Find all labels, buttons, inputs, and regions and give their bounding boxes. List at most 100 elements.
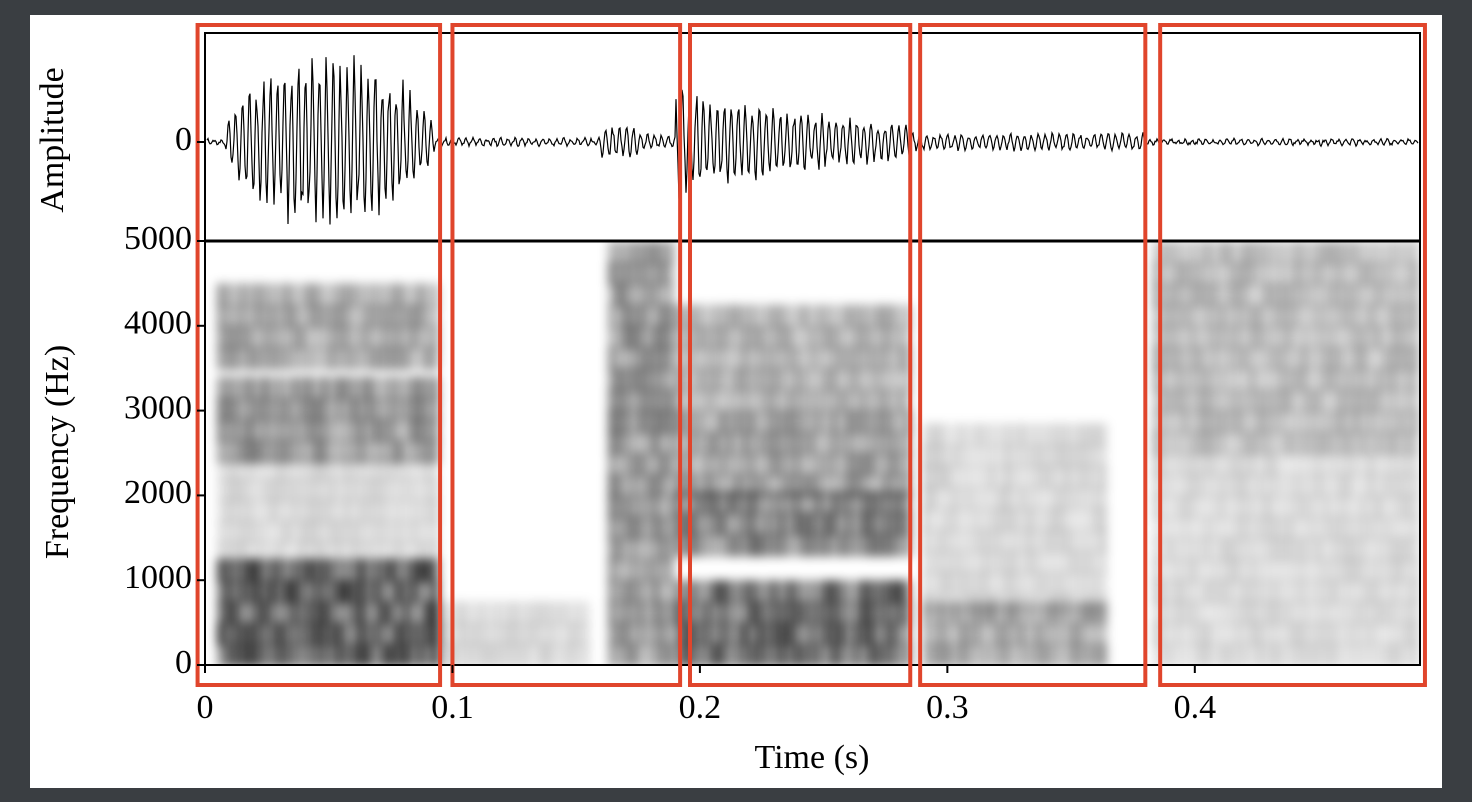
spectrogram-cell [1204,537,1211,561]
spectrogram-cell [232,440,239,464]
spectrogram-cell [299,325,306,349]
spectrogram-cell [1360,241,1367,265]
spectrogram-cell [1100,486,1107,511]
spectrogram-cell [853,389,860,413]
spectrogram-cell [1100,508,1107,532]
spectrogram-cell [793,325,800,349]
spectrogram-cell [1152,368,1159,392]
spectrogram-cell [432,440,439,464]
spectrogram-cell [660,537,667,561]
spectrogram-cell [410,440,417,464]
spectrogram-cell [944,592,951,617]
spectrogram-cell [358,440,365,464]
spectrogram-cell [1160,516,1167,540]
spectrogram-cell [442,622,449,646]
spectrogram-cell [1212,262,1219,286]
spectrogram-cell [395,419,402,443]
spectrogram-cell [890,389,897,413]
spectrogram-cell [638,283,645,307]
spectrogram-cell [313,580,320,604]
spectrogram-cell [779,453,786,477]
spectrogram-cell [630,431,637,455]
spectrogram-cell [350,622,357,646]
spectrogram-cell [509,622,516,646]
spectrogram-cell [291,520,298,545]
spectrogram-cell [741,533,748,557]
spectrogram-cell [1063,508,1070,532]
spectrogram-cell [1338,241,1345,265]
spectrogram-cell [623,601,630,625]
spectrogram-cell [1234,601,1241,625]
spectrogram-cell [727,304,734,328]
spectrogram-cell [1271,643,1278,665]
spectrogram-cell [1204,368,1211,392]
spectrogram-cell [704,325,711,349]
spectrogram-cell [402,347,409,371]
spectrogram-cell [1212,431,1219,455]
spectrogram-cell [1323,474,1330,498]
spectrogram-cell [793,368,800,392]
spectrogram-cell [1375,537,1382,561]
spectrogram-cell [974,571,981,595]
spectrogram-cell [269,580,276,604]
spectrogram-cell [1412,474,1419,498]
spectrogram-cell [217,325,224,349]
spectrogram-cell [269,347,276,371]
x-tick-label: 0.4 [1174,689,1217,726]
spectrogram-cell [1249,559,1256,583]
spectrogram-cell [831,431,838,455]
spectrogram-cell [1234,559,1241,583]
spectrogram-cell [402,643,409,665]
spectrogram-cell [1353,495,1360,519]
spectrogram-cell [1056,508,1063,532]
spectrogram-cell [719,347,726,371]
spectrogram-cell [343,499,350,523]
spectrogram-cell [388,499,395,523]
spectrogram-cell [779,622,786,646]
spectrogram-cell [1256,516,1263,540]
spectrogram-cell [306,478,313,502]
spectrogram-cell [313,325,320,349]
spectrogram-cell [734,580,741,604]
spectrogram-cell [959,571,966,595]
spectrogram-cell [1078,571,1085,595]
spectrogram-cell [1382,368,1389,392]
spectrogram-cell [922,592,929,617]
spectrogram-cell [1278,643,1285,665]
spectrogram-cell [831,410,838,434]
spectrogram-cell [299,580,306,604]
spectrogram-cell [937,643,944,665]
spectrogram-cell [247,622,254,646]
spectrogram-cell [232,601,239,625]
spectrogram-cell [623,262,630,286]
spectrogram-cell [1241,643,1248,665]
spectrogram-cell [350,643,357,665]
spectrogram-cell [630,347,637,371]
spectrogram-cell [365,559,372,583]
spectrogram-cell [247,397,254,422]
spectrogram-cell [719,389,726,413]
spectrogram-cell [432,499,439,523]
spectrogram-cell [1316,241,1323,265]
spectrogram-cell [1293,495,1300,519]
spectrogram-cell [1397,262,1404,286]
spectrogram-cell [1286,495,1293,519]
spectrogram-cell [660,622,667,646]
spectrogram-cell [417,325,424,349]
spectrogram-cell [1405,474,1412,498]
spectrogram-cell [771,491,778,515]
spectrogram-cell [388,440,395,464]
spectrogram-cell [217,601,224,625]
spectrogram-cell [358,622,365,646]
spectrogram-cell [261,601,268,625]
spectrogram-cell [417,601,424,625]
spectrogram-cell [373,520,380,545]
spectrogram-cell [645,283,652,307]
spectrogram-cell [299,397,306,422]
spectrogram-cell [1301,559,1308,583]
spectrogram-cell [284,419,291,443]
spectrogram-cell [1226,325,1233,349]
spectrogram-cell [457,622,464,646]
spectrogram-cell [1011,465,1018,489]
spectrogram-cell [1093,423,1100,447]
